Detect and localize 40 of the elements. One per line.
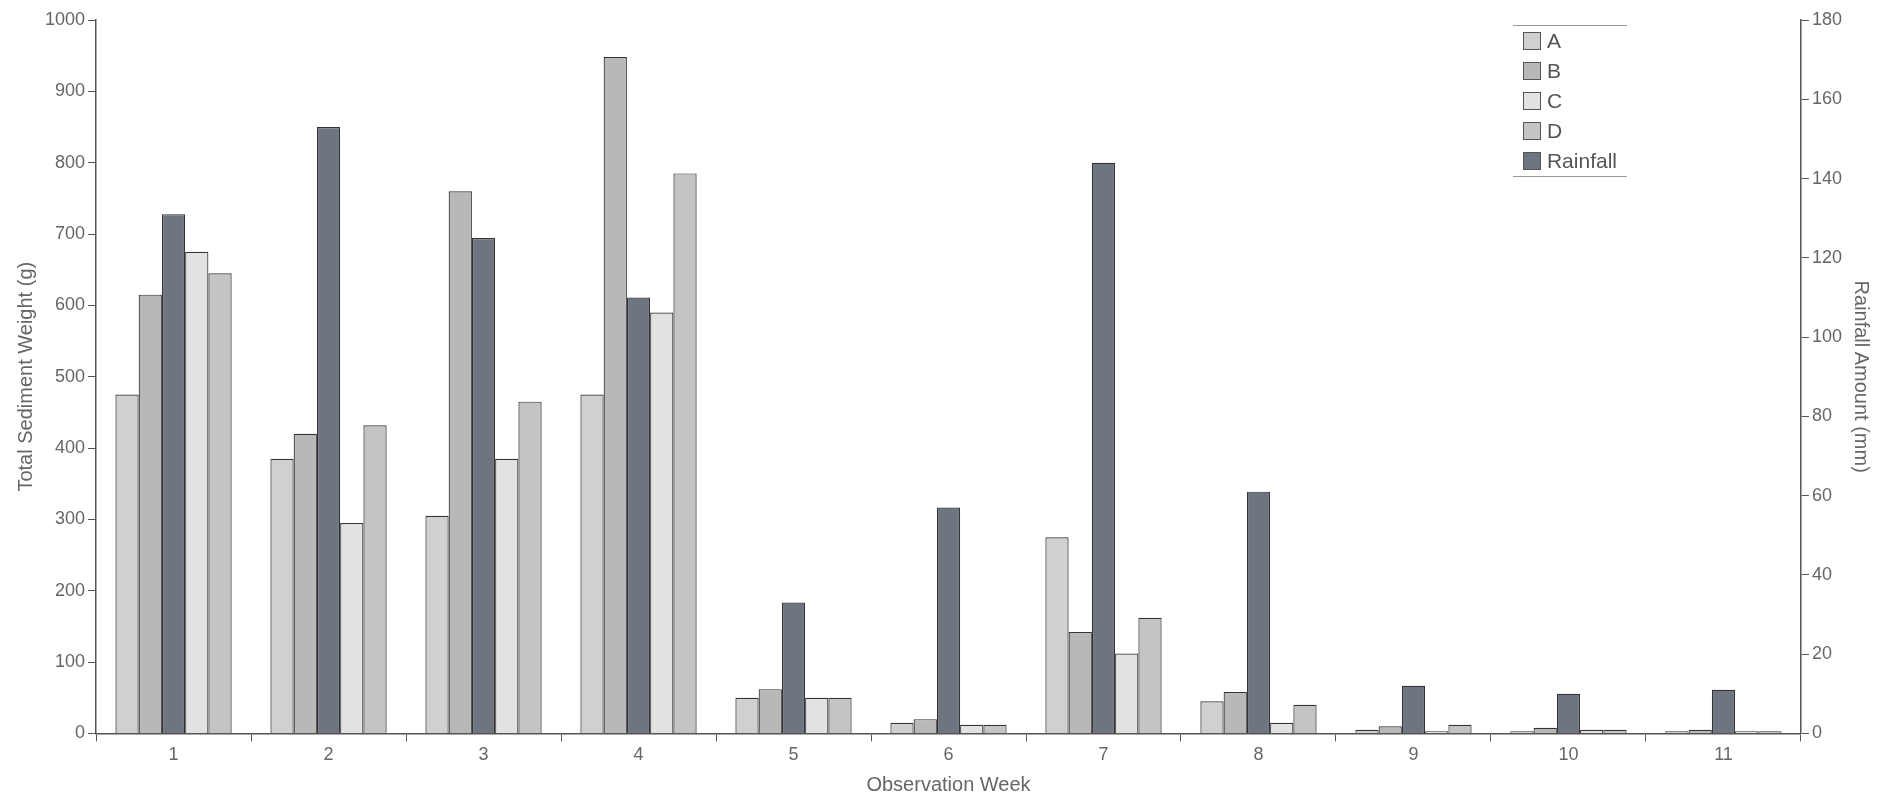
legend-label: C [1546, 89, 1563, 113]
x-tick-label: 2 [323, 744, 334, 765]
y2-tick-label: 60 [1811, 484, 1832, 505]
y-tick-label: 900 [55, 80, 86, 101]
y2-tick-label: 100 [1811, 326, 1843, 347]
y2-tick-label: 160 [1811, 88, 1843, 109]
y-tick-label: 1000 [45, 8, 86, 29]
y-tick-label: 0 [75, 722, 86, 743]
y-tick-label: 100 [55, 651, 86, 672]
y2-tick-label: 40 [1811, 563, 1832, 584]
y2-tick-label: 80 [1811, 405, 1832, 426]
legend-label: B [1546, 59, 1561, 83]
legend-label: A [1546, 29, 1561, 53]
y-tick-label: 200 [55, 579, 86, 600]
y-tick-label: 300 [55, 508, 86, 529]
y2-tick-label: 0 [1811, 722, 1822, 743]
legend-label: Rainfall [1546, 149, 1617, 173]
x-axis-title: Observation Week [866, 772, 1032, 795]
x-tick-label: 10 [1558, 744, 1579, 765]
y-axis-title: Total Sediment Weight (g) [13, 261, 36, 492]
x-tick-label: 11 [1714, 744, 1733, 765]
y-tick-label: 500 [55, 365, 86, 386]
y2-tick-label: 140 [1811, 167, 1843, 188]
y-tick-label: 700 [55, 222, 86, 243]
x-tick-label: 1 [168, 744, 179, 765]
x-tick-label: 6 [943, 744, 954, 765]
y-tick-label: 600 [55, 294, 86, 315]
x-tick-label: 9 [1408, 744, 1419, 765]
y2-axis-title: Rainfall Amount (mm) [1851, 280, 1874, 473]
legend-label: D [1546, 119, 1563, 143]
y2-tick-label: 120 [1811, 246, 1843, 267]
y-tick-label: 800 [55, 151, 86, 172]
y2-tick-label: 180 [1811, 8, 1843, 29]
x-tick-label: 4 [633, 744, 644, 765]
x-tick-label: 3 [478, 744, 489, 765]
x-tick-label: 5 [788, 744, 799, 765]
x-tick-label: 8 [1253, 744, 1264, 765]
x-tick-label: 7 [1098, 744, 1109, 765]
y2-tick-label: 20 [1811, 643, 1832, 664]
y-tick-label: 400 [55, 437, 86, 458]
